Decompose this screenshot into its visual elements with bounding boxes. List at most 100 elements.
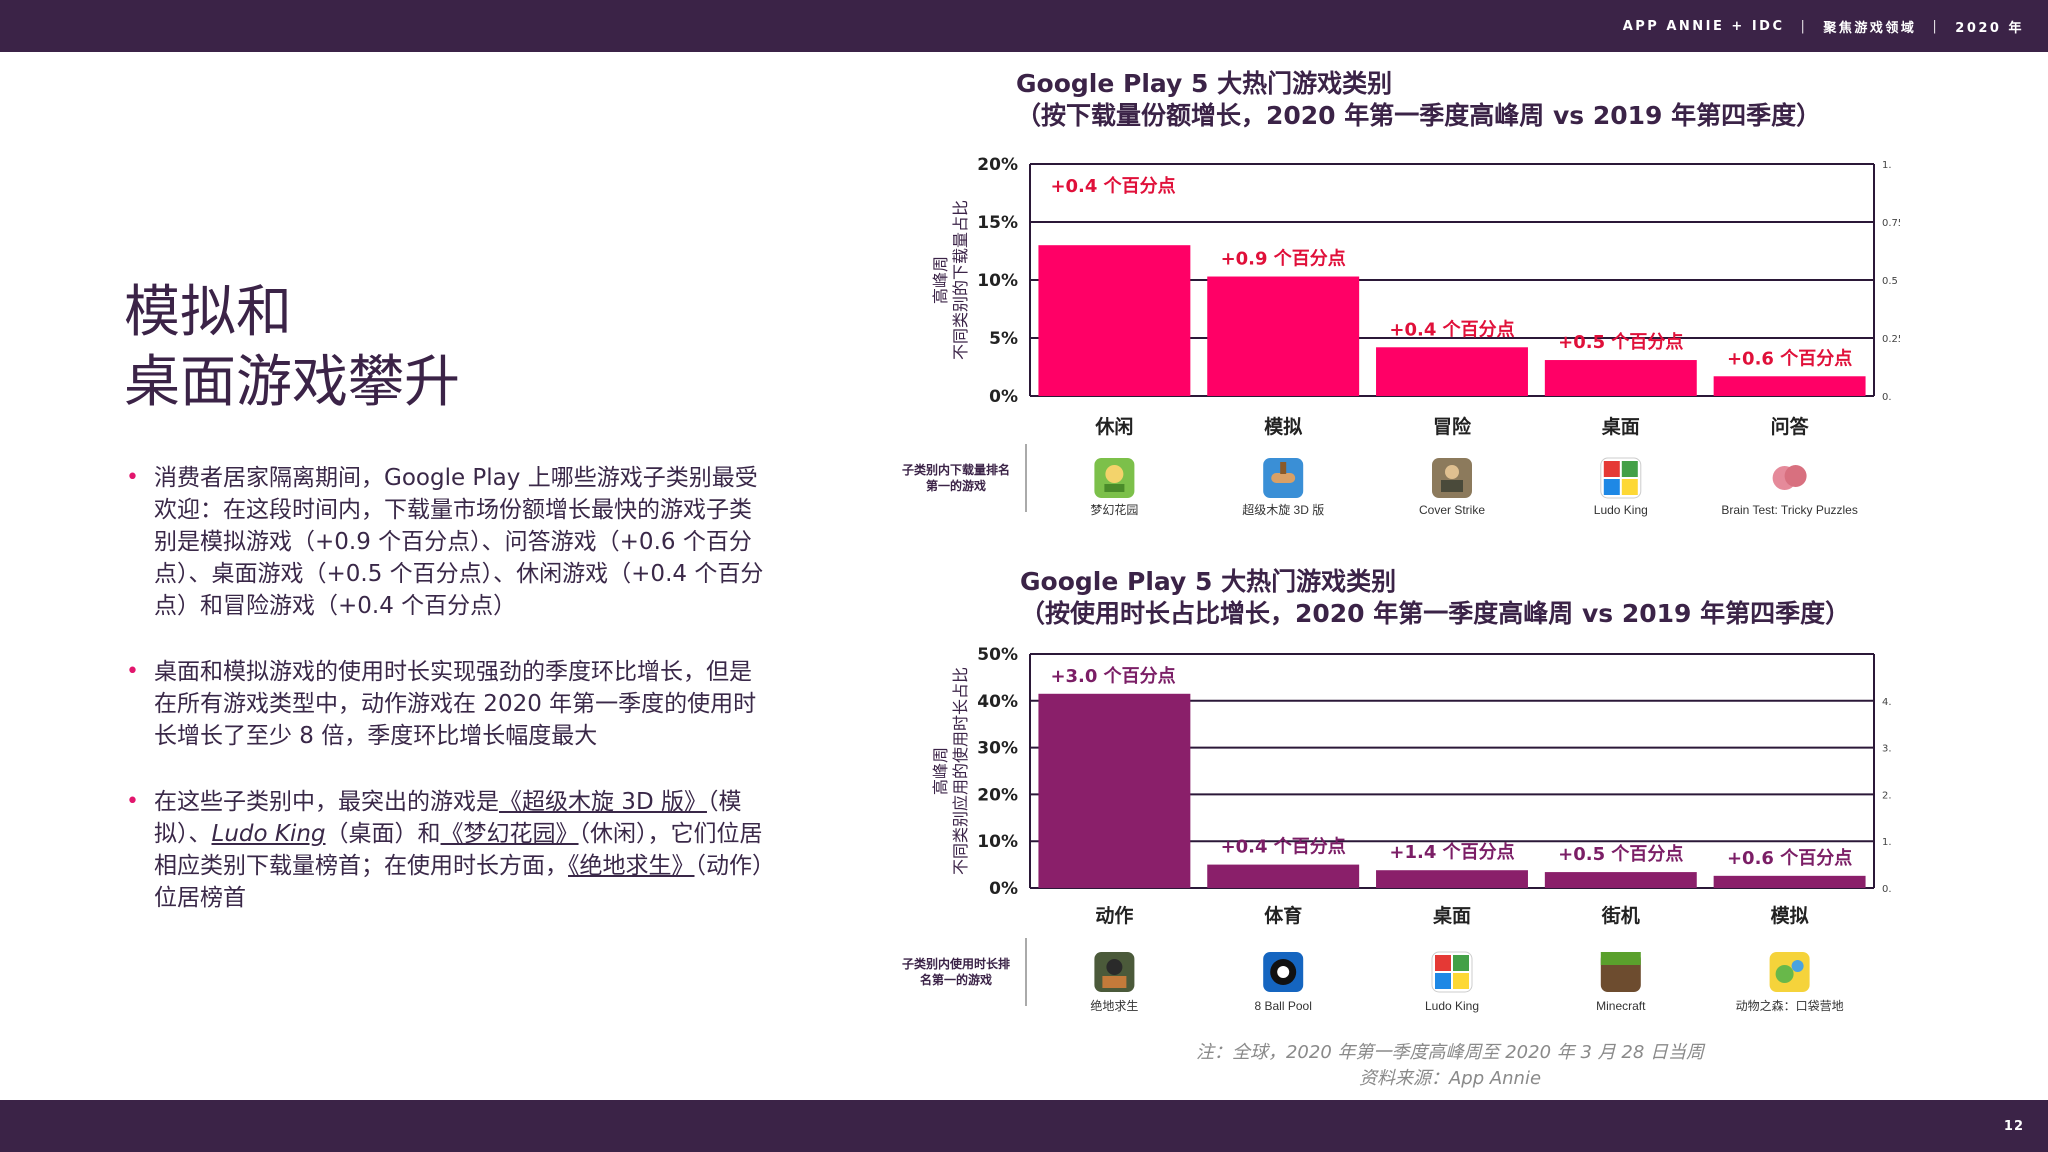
right-tick-label: 0.: [1882, 884, 1892, 895]
bullet-text: 在这些子类别中，最突出的游戏是《超级木旋 3D 版》（模拟）、Ludo King…: [154, 789, 764, 911]
animal-crossing-icon: [1769, 952, 1810, 992]
bullet-text-part: （模拟）、: [154, 789, 742, 847]
chart1-title: Google Play 5 大热门游戏类别: [1016, 69, 1393, 98]
y-axis-title: 不同类别应用的使用时长占比: [951, 667, 970, 875]
y-axis-title: 不同类别的下载量占比: [951, 200, 970, 360]
y-tick-label: 30%: [977, 739, 1018, 759]
bar: [1207, 864, 1360, 888]
bar: [1038, 693, 1191, 888]
right-tick-label: 0.25: [1882, 334, 1900, 345]
woodturning-3d-icon: [1263, 458, 1304, 498]
bar: [1376, 347, 1528, 396]
bullet-dot: •: [126, 789, 139, 814]
bullet-text: 消费者居家隔离期间，Google Play 上哪些游戏子类别最受欢迎：在这段时间…: [154, 465, 764, 619]
category-label: 街机: [1601, 904, 1640, 927]
header-separator: |: [1932, 18, 1940, 34]
header-year: 2020 年: [1955, 20, 2024, 36]
top-bar: APP ANNIE + IDC | 聚焦游戏领域 | 2020 年: [0, 0, 2048, 52]
pubg-icon: [1094, 952, 1135, 992]
bar: [1713, 376, 1866, 396]
y-tick-label: 10%: [977, 271, 1018, 291]
y-tick-label: 10%: [977, 832, 1018, 852]
bullet-text-part: 在这些子类别中，最突出的游戏是: [154, 789, 499, 815]
data-label: +0.6 个百分点: [1727, 347, 1852, 369]
top-game-label: 动物之森：口袋营地: [1736, 998, 1844, 1013]
bullet-dot: •: [126, 465, 139, 490]
data-label: +0.9 个百分点: [1221, 248, 1346, 270]
bar: [1376, 870, 1528, 888]
link-gardenscapes[interactable]: 《梦幻花园》: [440, 821, 579, 847]
category-label: 桌面: [1602, 415, 1640, 438]
chart2-usage-time: 高峰周 不同类别应用的使用时长占比 0% 0. 10% 1. 20% 2. 30% 3. 40% 4.…: [902, 645, 1892, 1013]
data-label: +3.0 个百分点: [1050, 665, 1175, 687]
category-label: 模拟: [1264, 415, 1302, 438]
category-label: 冒险: [1433, 415, 1472, 438]
top-games-row-label: 子类别内下载量排名: [902, 462, 1010, 477]
bar: [1544, 872, 1697, 888]
bullet-text-part: （休闲），它们位居相应类别下载量榜首；在使用时长方面，: [154, 821, 763, 879]
page-title-line2: 桌面游戏攀升: [124, 350, 460, 415]
top-game-label: Ludo King: [1594, 503, 1648, 517]
category-label: 模拟: [1771, 904, 1809, 927]
bullet-item: • 在这些子类别中，最突出的游戏是《超级木旋 3D 版》（模拟）、Ludo Ki…: [124, 786, 764, 914]
bullet-list: • 消费者居家隔离期间，Google Play 上哪些游戏子类别最受欢迎：在这段…: [124, 462, 764, 948]
right-tick-label: 4.: [1882, 697, 1892, 708]
top-games-row-label: 名第一的游戏: [920, 972, 992, 987]
ludo-king-icon: [1600, 457, 1642, 499]
footnote-source: 资料来源：App Annie: [1358, 1068, 1542, 1089]
header-separator: |: [1800, 18, 1808, 34]
right-tick-label: 0.: [1882, 392, 1892, 403]
category-label: 休闲: [1094, 415, 1133, 438]
cover-strike-icon: [1432, 458, 1472, 498]
footnote: 注：全球，2020 年第一季度高峰周至 2020 年 3 月 28 日当周 资料…: [1000, 1040, 1900, 1092]
y-axis-title: 高峰周: [931, 747, 950, 795]
chart1-title-block: Google Play 5 大热门游戏类别 （按下载量份额增长，2020 年第一…: [1016, 68, 1821, 132]
y-tick-label: 5%: [989, 329, 1018, 349]
link-ludo-king[interactable]: Ludo King: [211, 821, 326, 847]
bar: [1207, 276, 1360, 396]
data-label: +0.5 个百分点: [1558, 843, 1683, 865]
header-brand: APP ANNIE + IDC: [1622, 18, 1785, 34]
top-game-label: Cover Strike: [1419, 503, 1485, 517]
y-tick-label: 40%: [977, 692, 1018, 712]
chart2-subtitle: （按使用时长占比增长，2020 年第一季度高峰周 vs 2019 年第四季度）: [1020, 599, 1851, 628]
page-title-line1: 模拟和: [124, 280, 292, 345]
y-tick-label: 50%: [977, 645, 1018, 665]
link-woodturning-3d[interactable]: 《超级木旋 3D 版》: [499, 789, 707, 815]
data-label: +0.4 个百分点: [1050, 175, 1175, 197]
bullet-dot: •: [126, 659, 139, 684]
category-label: 动作: [1095, 904, 1133, 927]
top-game-label: 8 Ball Pool: [1255, 999, 1312, 1013]
y-tick-label: 0%: [989, 387, 1018, 407]
category-label: 体育: [1264, 904, 1302, 927]
header-topic: 聚焦游戏领域: [1823, 20, 1917, 36]
chart1-subtitle: （按下载量份额增长，2020 年第一季度高峰周 vs 2019 年第四季度）: [1016, 101, 1822, 130]
page-number: 12: [2003, 1118, 2024, 1134]
data-label: +0.5 个百分点: [1558, 331, 1683, 353]
right-tick-label: 0.5: [1882, 276, 1898, 287]
minecraft-icon: [1600, 952, 1641, 992]
data-label: +0.6 个百分点: [1727, 847, 1852, 869]
data-label: +0.4 个百分点: [1221, 836, 1346, 858]
y-tick-label: 20%: [977, 155, 1018, 175]
right-tick-label: 2.: [1882, 790, 1892, 801]
data-label: +1.4 个百分点: [1389, 841, 1514, 863]
right-tick-label: 3.: [1882, 744, 1892, 755]
chart2-title: Google Play 5 大热门游戏类别: [1020, 567, 1397, 596]
y-tick-label: 0%: [989, 879, 1018, 899]
bar: [1544, 360, 1697, 396]
top-games-row-label: 第一的游戏: [926, 478, 986, 493]
top-games-row-label: 子类别内使用时长排: [902, 956, 1010, 971]
top-game-label: 绝地求生: [1090, 998, 1138, 1013]
top-game-label: 梦幻花园: [1090, 502, 1138, 517]
right-tick-label: 1.: [1882, 160, 1892, 171]
link-pubg[interactable]: 《绝地求生》: [568, 853, 695, 879]
page-title: 模拟和 桌面游戏攀升: [124, 278, 460, 418]
bullet-item: • 桌面和模拟游戏的使用时长实现强劲的季度环比增长，但是在所有游戏类型中，动作游…: [124, 656, 764, 752]
top-game-label: Brain Test: Tricky Puzzles: [1721, 503, 1858, 517]
top-game-label: Minecraft: [1596, 999, 1646, 1013]
category-label: 问答: [1771, 415, 1810, 438]
category-label: 桌面: [1433, 904, 1471, 927]
y-tick-label: 15%: [977, 213, 1018, 233]
